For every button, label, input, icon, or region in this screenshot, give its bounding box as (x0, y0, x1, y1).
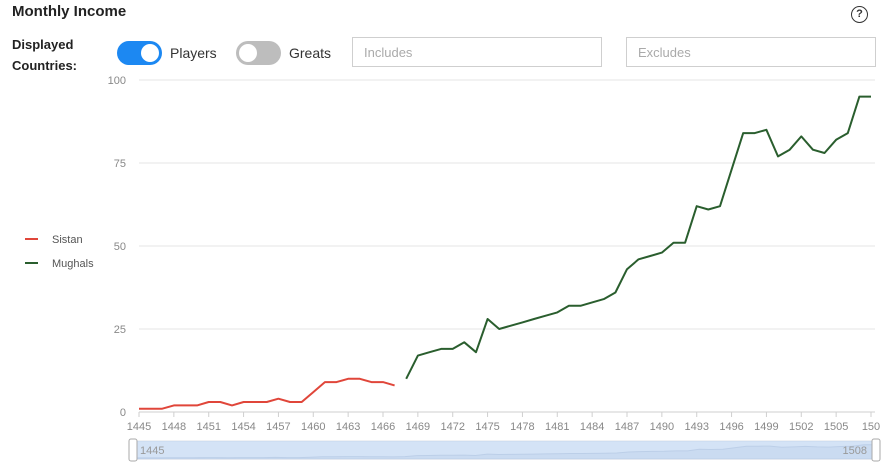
x-tick-label: 1460 (301, 421, 325, 433)
x-tick-label: 1469 (406, 421, 430, 433)
zoom-slider-start-label: 1445 (140, 445, 164, 457)
greats-toggle-knob (239, 44, 257, 62)
displayed-countries-label-line1: Displayed (12, 37, 74, 52)
zoom-slider-start-handle[interactable] (128, 438, 138, 462)
x-tick-label: 1451 (196, 421, 220, 433)
x-tick-label: 1493 (684, 421, 708, 433)
players-toggle-knob (141, 44, 159, 62)
zoom-slider-preview (133, 444, 877, 460)
includes-input[interactable] (352, 37, 602, 67)
x-tick-label: 1481 (545, 421, 569, 433)
x-tick-label: 1499 (754, 421, 778, 433)
y-tick-label: 100 (108, 75, 126, 87)
x-tick-label: 1466 (371, 421, 395, 433)
x-tick-label: 1463 (336, 421, 360, 433)
y-tick-label: 25 (114, 324, 126, 336)
x-tick-label: 1448 (162, 421, 186, 433)
chart-title: Monthly Income (12, 3, 127, 20)
x-tick-label: 1502 (789, 421, 813, 433)
x-tick-label: 1454 (231, 421, 255, 433)
zoom-slider-end-label: 1508 (843, 445, 867, 457)
players-toggle-label: Players (170, 45, 217, 61)
y-tick-label: 75 (114, 158, 126, 170)
excludes-input[interactable] (626, 37, 876, 67)
x-tick-label: 1472 (440, 421, 464, 433)
y-tick-label: 50 (114, 241, 126, 253)
zoom-slider-selection (134, 441, 876, 459)
x-tick-label: 1490 (650, 421, 674, 433)
series-line-sistan (139, 377, 395, 410)
x-tick-label: 1487 (615, 421, 639, 433)
series-line-mughals (405, 95, 871, 380)
x-tick-label: 1478 (510, 421, 534, 433)
help-icon[interactable]: ? (851, 6, 868, 23)
legend-label-sistan: Sistan (52, 234, 83, 246)
x-tick-label: 1457 (266, 421, 290, 433)
x-tick-label: 1475 (475, 421, 499, 433)
displayed-countries-label-line2: Countries: (12, 58, 77, 73)
x-tick-label: 1484 (580, 421, 604, 433)
greats-toggle-label: Greats (289, 45, 332, 61)
zoom-slider-end-handle[interactable] (871, 438, 881, 462)
x-tick-label: 1505 (824, 421, 848, 433)
greats-toggle[interactable] (236, 41, 281, 65)
displayed-countries-label: Displayed Countries: (12, 34, 77, 76)
legend-label-mughals: Mughals (52, 258, 94, 270)
y-tick-label: 0 (120, 407, 126, 419)
players-toggle[interactable] (117, 41, 162, 65)
x-tick-label: 1496 (719, 421, 743, 433)
x-tick-label: 150 (862, 421, 880, 433)
x-tick-label: 1445 (127, 421, 151, 433)
